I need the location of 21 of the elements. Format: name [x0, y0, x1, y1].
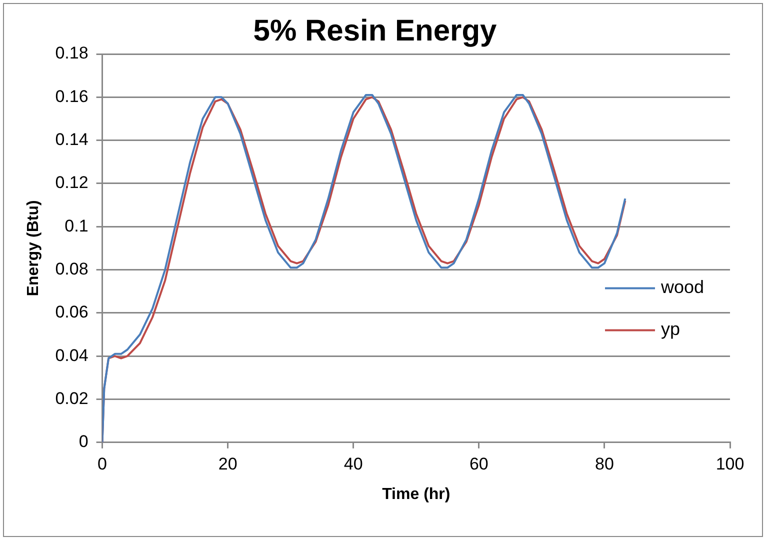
y-tick-label: 0.14 [55, 130, 88, 149]
chart-title: 5% Resin Energy [253, 14, 498, 48]
y-tick-label: 0 [78, 432, 88, 452]
x-axis-title: Time (hr) [382, 486, 450, 503]
y-tick-label: 0.08 [55, 259, 88, 278]
y-tick-label: 0.04 [55, 346, 88, 365]
x-tick-label: 60 [469, 454, 488, 474]
y-tick-label: 0.06 [55, 302, 88, 322]
y-axis-title: Energy (Btu) [25, 200, 42, 296]
x-tick-label: 40 [344, 454, 363, 474]
x-tick-label: 20 [218, 454, 238, 474]
x-tick-label: 80 [594, 454, 614, 474]
x-tick-label: 100 [716, 454, 744, 474]
x-tick-label: 0 [98, 454, 108, 474]
y-tick-label: 0.1 [64, 216, 88, 236]
y-tick-label: 0.16 [55, 86, 88, 106]
y-tick-label: 0.18 [55, 44, 88, 63]
y-tick-label: 0.02 [55, 388, 88, 408]
legend-label: wood [660, 277, 704, 298]
legend-label: yp [661, 319, 680, 340]
y-tick-label: 0.12 [55, 173, 88, 192]
